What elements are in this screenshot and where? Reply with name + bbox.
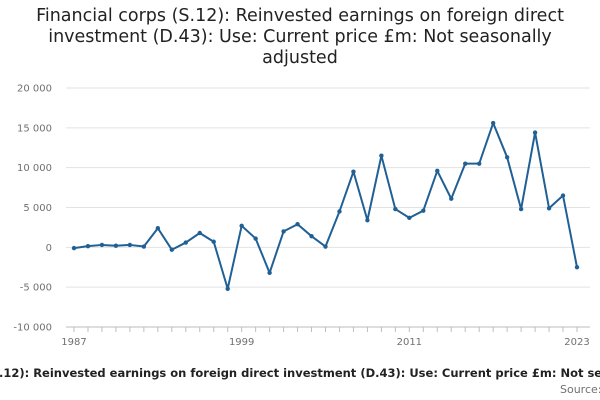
data-point: [393, 206, 398, 212]
data-point: [421, 208, 426, 213]
y-tick-label: -5 000: [20, 283, 52, 294]
data-point: [155, 226, 161, 231]
data-point: [323, 244, 328, 249]
data-point: [99, 242, 105, 248]
data-point: [169, 247, 175, 252]
data-point: [407, 215, 412, 221]
y-tick-label: 0: [46, 243, 52, 254]
data-point: [490, 120, 496, 126]
y-tick-label: 20 000: [17, 84, 52, 95]
chart-title: Financial corps (S.12): Reinvested earni…: [36, 6, 564, 68]
data-point: [183, 240, 188, 245]
data-point: [197, 230, 202, 236]
data-point: [113, 243, 119, 248]
data-point: [532, 130, 538, 135]
data-point: [351, 169, 356, 174]
series-line: [73, 122, 578, 290]
data-point: [379, 153, 384, 158]
data-point: [337, 209, 342, 214]
data-point: [504, 155, 510, 160]
data-point: [141, 244, 147, 249]
data-point: [518, 206, 524, 212]
data-point: [435, 168, 440, 174]
data-point: [476, 161, 482, 166]
data-point: [127, 242, 133, 248]
data-point: [449, 196, 454, 201]
data-point: [281, 229, 286, 234]
data-point: [560, 193, 566, 198]
data-point: [239, 223, 244, 229]
y-tick-label: 10 000: [17, 163, 52, 174]
x-tick-label: 2023: [564, 337, 589, 348]
data-point: [309, 233, 314, 239]
data-point: [574, 265, 580, 270]
data-point: [211, 239, 216, 244]
axes: 20 000 15 000 10 000 5 000 0 -5 000 -10 000 198…: [13, 84, 590, 348]
x-tick-label: 1999: [229, 337, 254, 348]
data-point: [463, 161, 468, 166]
data-point: [85, 243, 91, 249]
legend: Financial corps (S.12): Reinvested earni…: [0, 366, 600, 380]
series-layer: [71, 120, 580, 291]
x-tick-label: 1987: [61, 337, 86, 348]
data-point: [267, 270, 272, 276]
legend-label: Financial corps (S.12): Reinvested earni…: [0, 366, 600, 380]
source-label: Source: Office for National Statistics: [560, 383, 600, 396]
data-point: [225, 286, 230, 291]
x-tick-label: 2011: [397, 337, 422, 348]
data-point: [365, 218, 370, 223]
y-tick-label: 5 000: [23, 203, 52, 214]
data-point: [71, 245, 77, 251]
data-point: [253, 236, 258, 241]
data-point: [295, 222, 300, 227]
grid-lines: [66, 87, 590, 328]
data-point: [546, 206, 552, 211]
y-tick-label: 15 000: [17, 123, 52, 134]
y-tick-label: -10 000: [13, 323, 52, 334]
